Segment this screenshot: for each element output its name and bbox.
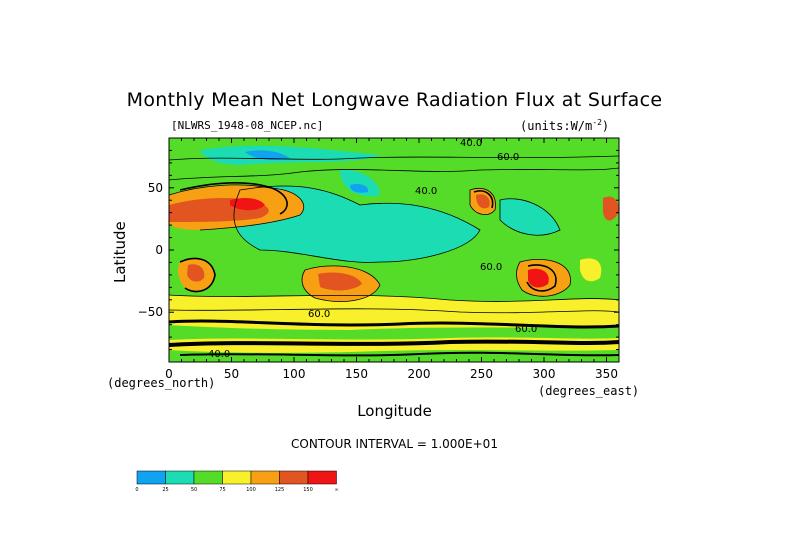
x-tick-label: 300: [533, 367, 556, 381]
file-label: [NLWRS_1948-08_NCEP.nc]: [171, 119, 324, 132]
contour-line-dense: [473, 190, 494, 209]
contour-line: [499, 198, 561, 236]
chart-title: Monthly Mean Net Longwave Radiation Flux…: [126, 89, 663, 111]
contour-label: 60.0: [515, 324, 537, 335]
southern-africa-core: [187, 264, 205, 282]
contour-label: 40.0: [460, 138, 482, 149]
x-tick-label: 0: [165, 367, 173, 381]
contour-line-dense: [179, 257, 216, 293]
contour-line: [169, 167, 619, 181]
arabia-core: [230, 197, 265, 211]
y-axis: 50 0 −50: [138, 149, 619, 351]
colorbar-label: 50: [191, 487, 197, 493]
blue-low-patch: [245, 150, 290, 160]
y-tick-label: 50: [148, 181, 163, 195]
x-axis: 0 50 100 150 200 250 300 350: [165, 138, 618, 381]
arctic-cyan-band: [200, 145, 380, 165]
x-axis-units: (degrees_east): [538, 384, 640, 398]
y-tick-label: 0: [155, 243, 163, 257]
contour-label: 60.0: [480, 262, 502, 273]
antarctic-dense-contours: [179, 351, 619, 357]
australia-core: [318, 272, 362, 291]
x-tick-label: 150: [345, 367, 368, 381]
colorbar-label: ∞: [334, 487, 338, 493]
colorbar-swatch: [193, 470, 223, 485]
colorbar: 0 25 50 75 100 125 150 ∞: [135, 470, 339, 493]
colorbar-swatch: [222, 470, 252, 485]
colorbar-swatch: [165, 470, 195, 485]
x-tick-label: 100: [283, 367, 306, 381]
colorbar-swatch: [136, 470, 166, 485]
contour-line: [469, 188, 496, 215]
flux-field: [169, 138, 619, 362]
contour-line-dense: [179, 182, 288, 215]
andes-yellow-strip: [580, 258, 602, 282]
colorbar-label: 0: [135, 487, 138, 493]
contour-label: 40.0: [415, 186, 437, 197]
contour-line: [301, 265, 381, 302]
pacific-cyan-patch: [340, 169, 380, 197]
antarctic-coast-dense-contours: [169, 339, 619, 347]
antarctic-coast-dense-contours: [169, 319, 619, 329]
contour-interval-label: CONTOUR INTERVAL = 1.000E+01: [291, 437, 498, 451]
contour-label: 60.0: [497, 152, 519, 163]
y-axis-units: (degrees_north): [107, 376, 216, 390]
east-edge-region: [603, 196, 619, 221]
units-label: (units:W/m-2): [520, 118, 610, 133]
contour-line: [169, 308, 619, 314]
colorbar-label: 25: [162, 487, 168, 493]
contour-line-dense: [526, 264, 557, 292]
colorbar-swatch: [307, 470, 337, 485]
contour-line: [169, 184, 305, 231]
colorbar-swatch: [279, 470, 309, 485]
colorbar-label: 100: [246, 487, 256, 493]
colorbar-label: 75: [219, 487, 225, 493]
x-tick-label: 200: [408, 367, 431, 381]
colorbar-label: 150: [303, 487, 313, 493]
contour-line: [233, 185, 481, 263]
x-axis-label: Longitude: [357, 402, 432, 420]
colorbar-swatch: [250, 470, 280, 485]
atlantic-cyan-patch: [500, 198, 560, 236]
contour-line: [169, 155, 619, 161]
x-tick-label: 50: [224, 367, 239, 381]
contour-line: [169, 294, 619, 302]
north-america-core: [476, 194, 490, 209]
x-tick-label: 350: [595, 367, 618, 381]
blue-low-patch: [350, 183, 369, 193]
contour-label: 40.0: [208, 349, 230, 360]
x-tick-label: 250: [470, 367, 493, 381]
colorbar-label: 125: [275, 487, 285, 493]
southern-yellow-belt: [169, 295, 619, 330]
y-tick-label: −50: [138, 305, 163, 319]
south-america-core: [528, 268, 549, 288]
contour-line: [516, 259, 571, 297]
contour-label: 60.0: [308, 309, 330, 320]
